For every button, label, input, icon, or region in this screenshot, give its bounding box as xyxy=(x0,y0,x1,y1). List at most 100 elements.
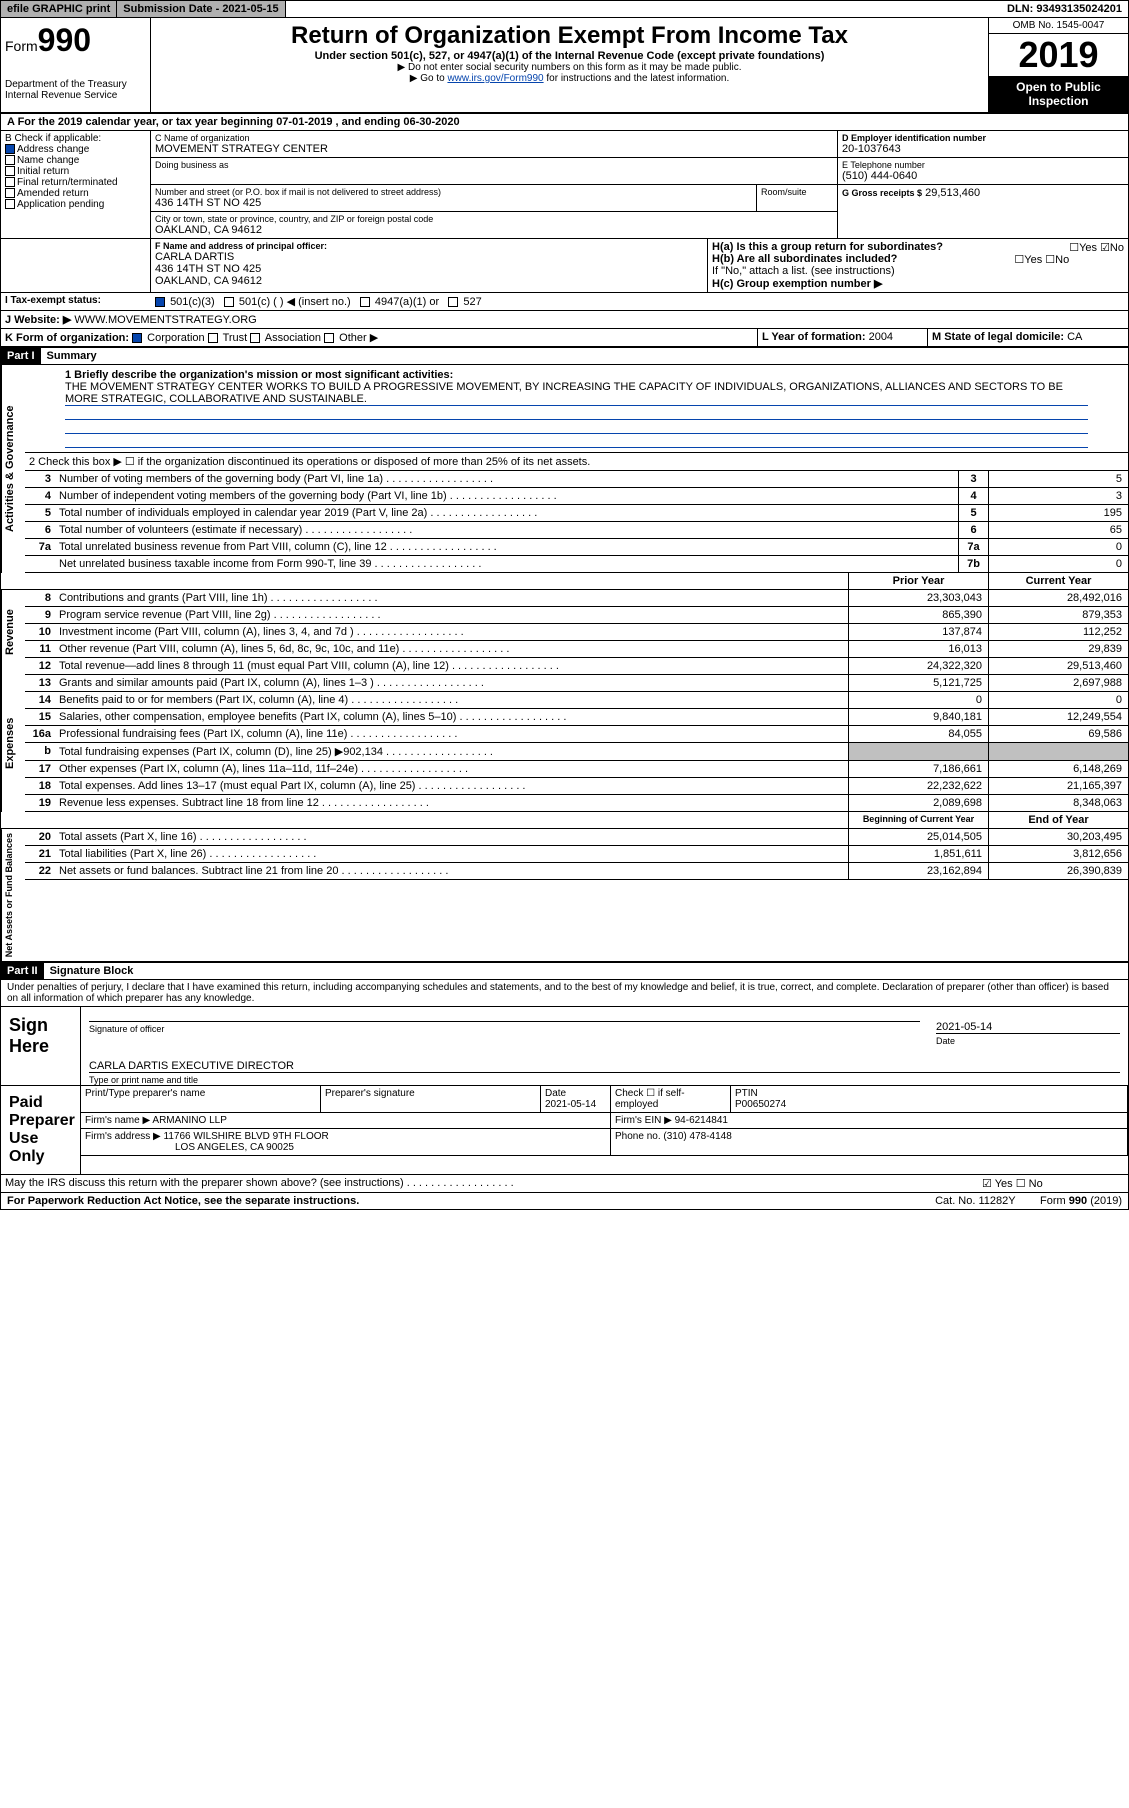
data-line-row: 15Salaries, other compensation, employee… xyxy=(25,709,1128,726)
ein-label: D Employer identification number xyxy=(842,133,1124,143)
col-end-year: End of Year xyxy=(988,812,1128,828)
type-name-label: Type or print name and title xyxy=(81,1075,1128,1085)
city-label: City or town, state or province, country… xyxy=(155,214,833,224)
form-number: Form990 xyxy=(5,22,146,59)
section-i-label: I Tax-exempt status: xyxy=(1,293,151,310)
discuss-yes-no[interactable]: ☑ Yes ☐ No xyxy=(978,1175,1128,1192)
spacer xyxy=(1,239,151,292)
chk-application-pending[interactable]: Application pending xyxy=(5,199,146,210)
paid-preparer-block: Paid Preparer Use Only Print/Type prepar… xyxy=(1,1086,1128,1175)
prep-date-cell: Date2021-05-14 xyxy=(541,1086,611,1113)
part2-header: Part IISignature Block xyxy=(1,963,1128,980)
irs-link[interactable]: www.irs.gov/Form990 xyxy=(447,73,543,84)
chk-name-change[interactable]: Name change xyxy=(5,155,146,166)
revenue-vert-label: Revenue xyxy=(1,590,25,675)
chk-initial-return[interactable]: Initial return xyxy=(5,166,146,177)
paid-preparer-label: Paid Preparer Use Only xyxy=(1,1086,81,1174)
data-line-row: 9Program service revenue (Part VIII, lin… xyxy=(25,607,1128,624)
footer-catno: Cat. No. 11282Y xyxy=(935,1195,1016,1207)
section-c: C Name of organizationMOVEMENT STRATEGY … xyxy=(151,131,838,238)
ha-row: H(a) Is this a group return for subordin… xyxy=(712,241,1124,253)
revenue-section: Revenue 8Contributions and grants (Part … xyxy=(1,590,1128,675)
section-fh: F Name and address of principal officer:… xyxy=(1,239,1128,293)
governance-vert-label: Activities & Governance xyxy=(1,365,25,573)
sig-date: 2021-05-14 xyxy=(936,1009,1120,1034)
section-m: M State of legal domicile: CA xyxy=(928,329,1128,346)
chk-501c3[interactable]: 501(c)(3) xyxy=(155,296,215,308)
officer-addr2: OAKLAND, CA 94612 xyxy=(155,275,703,287)
gov-line-row: 3Number of voting members of the governi… xyxy=(25,471,1128,488)
gross-receipts-label: G Gross receipts $ xyxy=(842,188,922,198)
phone-label: E Telephone number xyxy=(842,160,1124,170)
gov-line-row: 4Number of independent voting members of… xyxy=(25,488,1128,505)
section-b-label: B Check if applicable: xyxy=(5,133,146,144)
prep-self-employed[interactable]: Check ☐ if self-employed xyxy=(611,1086,731,1113)
ein-value: 20-1037643 xyxy=(842,143,1124,155)
netassets-vert-label: Net Assets or Fund Balances xyxy=(1,829,25,961)
chk-corp[interactable]: Corporation xyxy=(132,332,205,344)
data-line-row: 14Benefits paid to or for members (Part … xyxy=(25,692,1128,709)
prep-name-label: Print/Type preparer's name xyxy=(81,1086,321,1113)
firm-addr-cell: Firm's address ▶ 11766 WILSHIRE BLVD 9TH… xyxy=(81,1129,611,1156)
mission-block: 1 Briefly describe the organization's mi… xyxy=(25,365,1128,453)
form-990-page: efile GRAPHIC print Submission Date - 20… xyxy=(0,0,1129,1210)
data-line-row: 16aProfessional fundraising fees (Part I… xyxy=(25,726,1128,743)
data-line-row: 21Total liabilities (Part X, line 26)1,8… xyxy=(25,846,1128,863)
phone-value: (510) 444-0640 xyxy=(842,170,1124,182)
firm-name-cell: Firm's name ▶ ARMANINO LLP xyxy=(81,1113,611,1129)
sig-officer-label: Signature of officer xyxy=(81,1024,928,1034)
section-i-opts: 501(c)(3) 501(c) ( ) ◀ (insert no.) 4947… xyxy=(151,293,1128,310)
irs-label: Internal Revenue Service xyxy=(5,90,146,101)
chk-final-return[interactable]: Final return/terminated xyxy=(5,177,146,188)
section-j-row: J Website: ▶ WWW.MOVEMENTSTRATEGY.ORG xyxy=(1,311,1128,329)
data-line-row: 18Total expenses. Add lines 13–17 (must … xyxy=(25,778,1128,795)
chk-assoc[interactable]: Association xyxy=(250,332,321,344)
open-to-public: Open to Public Inspection xyxy=(989,76,1128,112)
gov-line-row: Net unrelated business taxable income fr… xyxy=(25,556,1128,573)
form-note-ssn: ▶ Do not enter social security numbers o… xyxy=(159,62,980,73)
data-line-row: 11Other revenue (Part VIII, column (A), … xyxy=(25,641,1128,658)
chk-527[interactable]: 527 xyxy=(448,296,481,308)
hc-row: H(c) Group exemption number ▶ xyxy=(712,277,1124,290)
gross-receipts-value: 29,513,460 xyxy=(925,187,980,199)
topbar: efile GRAPHIC print Submission Date - 20… xyxy=(1,1,1128,18)
part1-header: Part ISummary xyxy=(1,348,1128,365)
section-deg: D Employer identification number20-10376… xyxy=(838,131,1128,238)
page-footer: For Paperwork Reduction Act Notice, see … xyxy=(1,1193,1128,1209)
form-title: Return of Organization Exempt From Incom… xyxy=(159,22,980,50)
website-label: J Website: ▶ xyxy=(5,314,71,326)
org-name: MOVEMENT STRATEGY CENTER xyxy=(155,143,833,155)
officer-printed-name: CARLA DARTIS EXECUTIVE DIRECTOR xyxy=(89,1048,1120,1073)
col-prior-year: Prior Year xyxy=(848,573,988,589)
chk-other[interactable]: Other ▶ xyxy=(324,332,378,344)
efile-button[interactable]: efile GRAPHIC print xyxy=(1,1,117,17)
hb-note: If "No," attach a list. (see instruction… xyxy=(712,265,1124,277)
data-line-row: 12Total revenue—add lines 8 through 11 (… xyxy=(25,658,1128,675)
sign-here-label: Sign Here xyxy=(1,1007,81,1085)
org-name-label: C Name of organization xyxy=(155,133,833,143)
form-subtitle: Under section 501(c), 527, or 4947(a)(1)… xyxy=(159,50,980,62)
section-h: H(a) Is this a group return for subordin… xyxy=(708,239,1128,292)
q1-label: 1 Briefly describe the organization's mi… xyxy=(65,369,1088,381)
tax-year: 2019 xyxy=(989,34,1128,76)
governance-section: Activities & Governance 1 Briefly descri… xyxy=(1,365,1128,573)
room-label: Room/suite xyxy=(761,187,833,197)
firm-phone-cell: Phone no. (310) 478-4148 xyxy=(611,1129,1128,1156)
chk-501c[interactable]: 501(c) ( ) ◀ (insert no.) xyxy=(224,296,351,308)
chk-4947[interactable]: 4947(a)(1) or xyxy=(360,296,439,308)
chk-address-change[interactable]: Address change xyxy=(5,144,146,155)
chk-amended[interactable]: Amended return xyxy=(5,188,146,199)
prior-current-header: b Prior Year Current Year xyxy=(1,573,1128,590)
data-line-row: 22Net assets or fund balances. Subtract … xyxy=(25,863,1128,880)
chk-trust[interactable]: Trust xyxy=(208,332,248,344)
prep-sig-label: Preparer's signature xyxy=(321,1086,541,1113)
begin-end-header: x Beginning of Current Year End of Year xyxy=(1,812,1128,829)
firm-ein-cell: Firm's EIN ▶ 94-6214841 xyxy=(611,1113,1128,1129)
footer-right: Form 990 (2019) xyxy=(1040,1195,1122,1207)
discuss-row: May the IRS discuss this return with the… xyxy=(1,1175,1128,1193)
website-value: WWW.MOVEMENTSTRATEGY.ORG xyxy=(74,314,256,326)
footer-left: For Paperwork Reduction Act Notice, see … xyxy=(7,1195,359,1207)
sign-here-block: Sign Here Signature of officer 2021-05-1… xyxy=(1,1007,1128,1086)
officer-label: F Name and address of principal officer: xyxy=(155,241,703,251)
col-current-year: Current Year xyxy=(988,573,1128,589)
